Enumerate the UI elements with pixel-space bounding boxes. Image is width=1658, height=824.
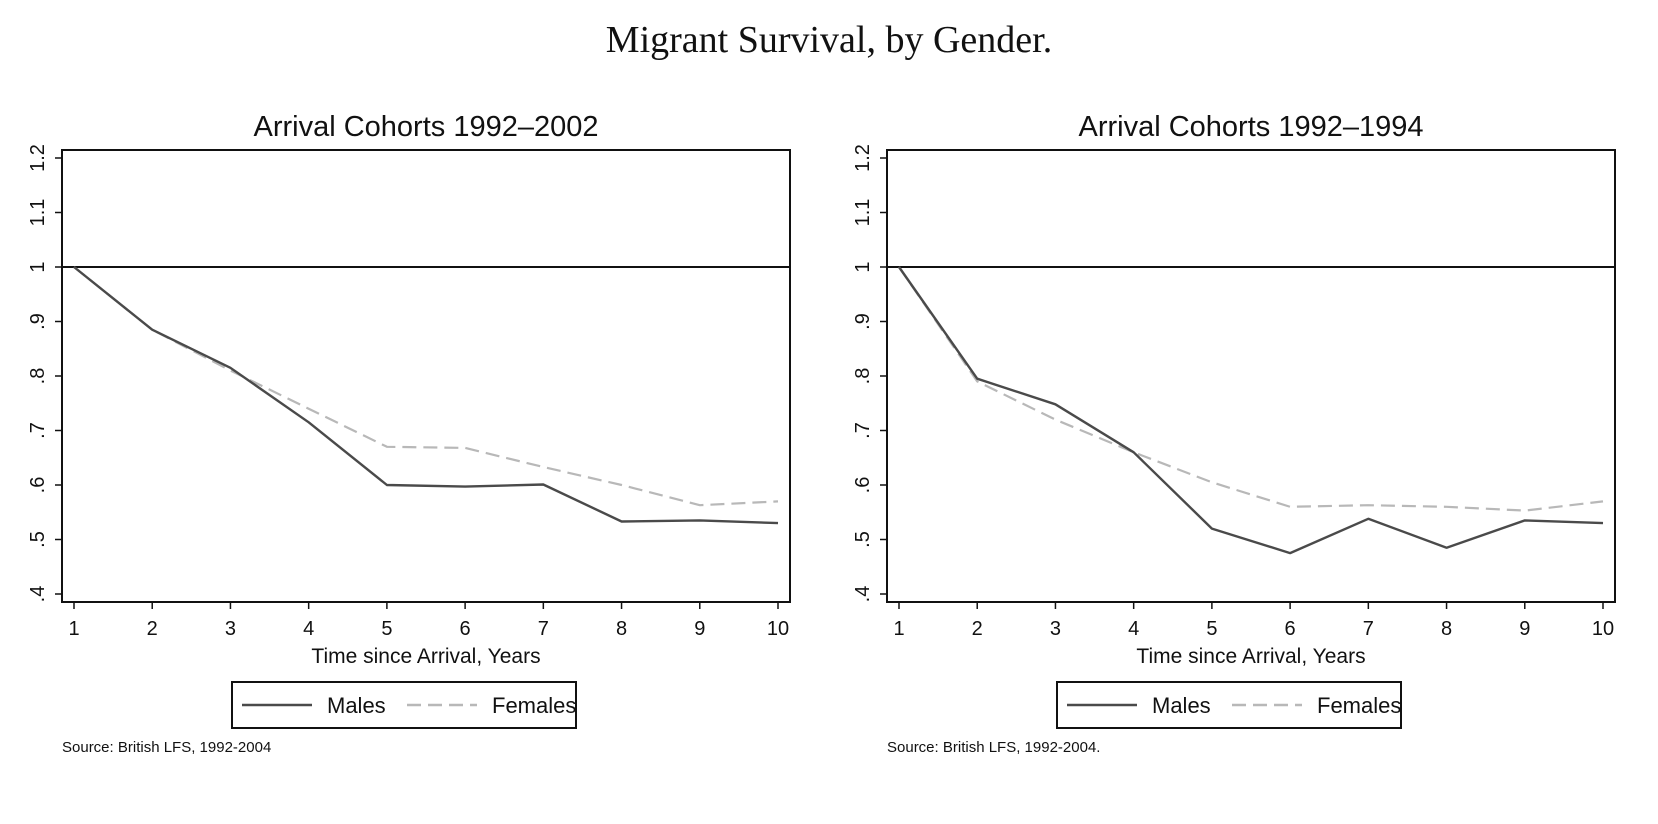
x-tick-label: 7 [1363, 618, 1374, 640]
x-tick-label: 8 [1441, 618, 1452, 640]
x-tick-label: 9 [1519, 618, 1530, 640]
x-tick-label: 2 [972, 618, 983, 640]
y-tick-label: .6 [852, 477, 874, 494]
source-note: Source: British LFS, 1992-2004. [887, 739, 1100, 756]
x-tick-label: 7 [538, 618, 549, 640]
x-tick-label: 5 [381, 618, 392, 640]
y-tick-label: .8 [27, 368, 49, 385]
series-line-males [898, 266, 1604, 555]
legend-label-males: Males [327, 693, 386, 718]
y-tick-label: .5 [852, 531, 874, 548]
x-tick-label: 2 [147, 618, 158, 640]
y-tick-label: 1 [27, 261, 49, 272]
chart-panel-cohorts-1992-1994: Arrival Cohorts 1992–1994 .4 .5 .6 .7 .8 .9 1 1.… [852, 111, 1616, 756]
y-tick-label: 1 [852, 261, 874, 272]
panel-title: Arrival Cohorts 1992–1994 [1079, 111, 1424, 143]
x-tick-label: 8 [616, 618, 627, 640]
legend-label-females: Females [1317, 693, 1401, 718]
panel-title: Arrival Cohorts 1992–2002 [254, 111, 599, 143]
series-line-males [73, 266, 779, 525]
y-tick-label: 1.1 [852, 199, 874, 227]
x-axis-label: Time since Arrival, Years [1136, 645, 1365, 668]
chart-panel-cohorts-1992-2002: Arrival Cohorts 1992–2002 .4 .5 .6 .7 .8 .9 1 1.… [27, 111, 791, 756]
x-tick-label: 3 [225, 618, 236, 640]
y-tick-label: .6 [27, 477, 49, 494]
x-tick-label: 10 [767, 618, 789, 640]
plot-frame [886, 149, 1616, 603]
y-tick-label: .7 [852, 422, 874, 439]
legend-label-males: Males [1152, 693, 1211, 718]
legend-label-females: Females [492, 693, 576, 718]
plot-frame [61, 149, 791, 603]
y-tick-label: 1.2 [852, 144, 874, 172]
x-tick-label: 10 [1592, 618, 1614, 640]
y-tick-label: .8 [852, 368, 874, 385]
y-tick-label: 1.1 [27, 199, 49, 227]
x-tick-label: 9 [694, 618, 705, 640]
y-tick-label: .5 [27, 531, 49, 548]
x-tick-label: 6 [1285, 618, 1296, 640]
y-tick-label: .9 [27, 313, 49, 330]
page-title: Migrant Survival, by Gender. [605, 19, 1053, 61]
series-line-females [73, 266, 779, 507]
x-tick-label: 4 [303, 618, 314, 640]
x-axis-label: Time since Arrival, Years [311, 645, 540, 668]
x-tick-label: 3 [1050, 618, 1061, 640]
y-tick-label: .4 [852, 586, 874, 603]
x-tick-label: 6 [460, 618, 471, 640]
source-note: Source: British LFS, 1992-2004 [62, 739, 271, 756]
x-tick-label: 1 [893, 618, 904, 640]
x-tick-label: 1 [68, 618, 79, 640]
y-tick-label: .4 [27, 586, 49, 603]
y-tick-label: .7 [27, 422, 49, 439]
y-tick-label: .9 [852, 313, 874, 330]
x-tick-label: 4 [1128, 618, 1139, 640]
y-tick-label: 1.2 [27, 144, 49, 172]
x-tick-label: 5 [1206, 618, 1217, 640]
